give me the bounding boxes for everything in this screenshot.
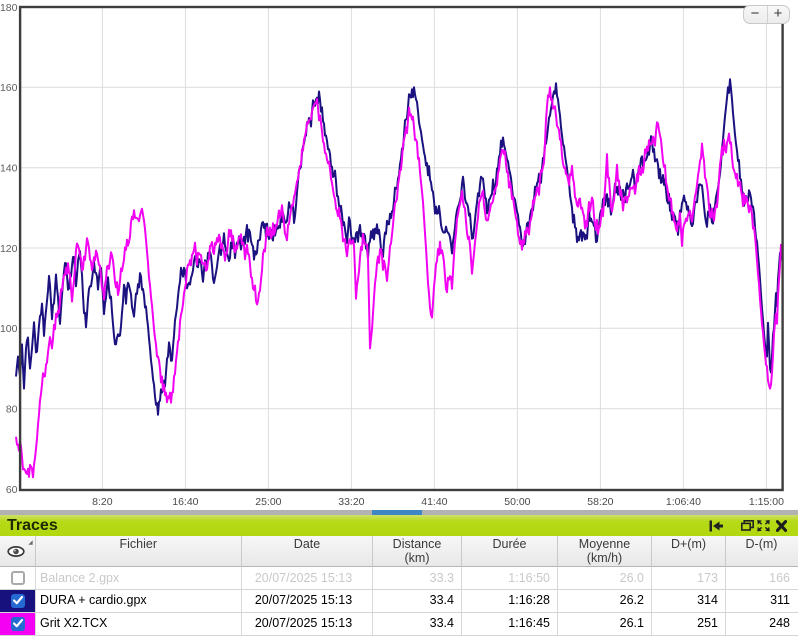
svg-text:160: 160 (0, 82, 18, 94)
svg-text:140: 140 (0, 163, 18, 175)
svg-text:8:20: 8:20 (92, 496, 113, 508)
svg-text:41:40: 41:40 (421, 496, 447, 508)
svg-text:1:06:40: 1:06:40 (666, 496, 701, 508)
svg-text:25:00: 25:00 (255, 496, 281, 508)
svg-text:1:15:00: 1:15:00 (749, 496, 784, 508)
svg-text:50:00: 50:00 (504, 496, 530, 508)
svg-text:80: 80 (6, 404, 18, 416)
svg-text:58:20: 58:20 (587, 496, 613, 508)
svg-text:180: 180 (0, 2, 18, 14)
svg-text:120: 120 (0, 243, 18, 255)
svg-text:100: 100 (0, 323, 18, 335)
svg-text:33:20: 33:20 (338, 496, 364, 508)
svg-text:60: 60 (6, 484, 18, 496)
svg-text:16:40: 16:40 (172, 496, 198, 508)
